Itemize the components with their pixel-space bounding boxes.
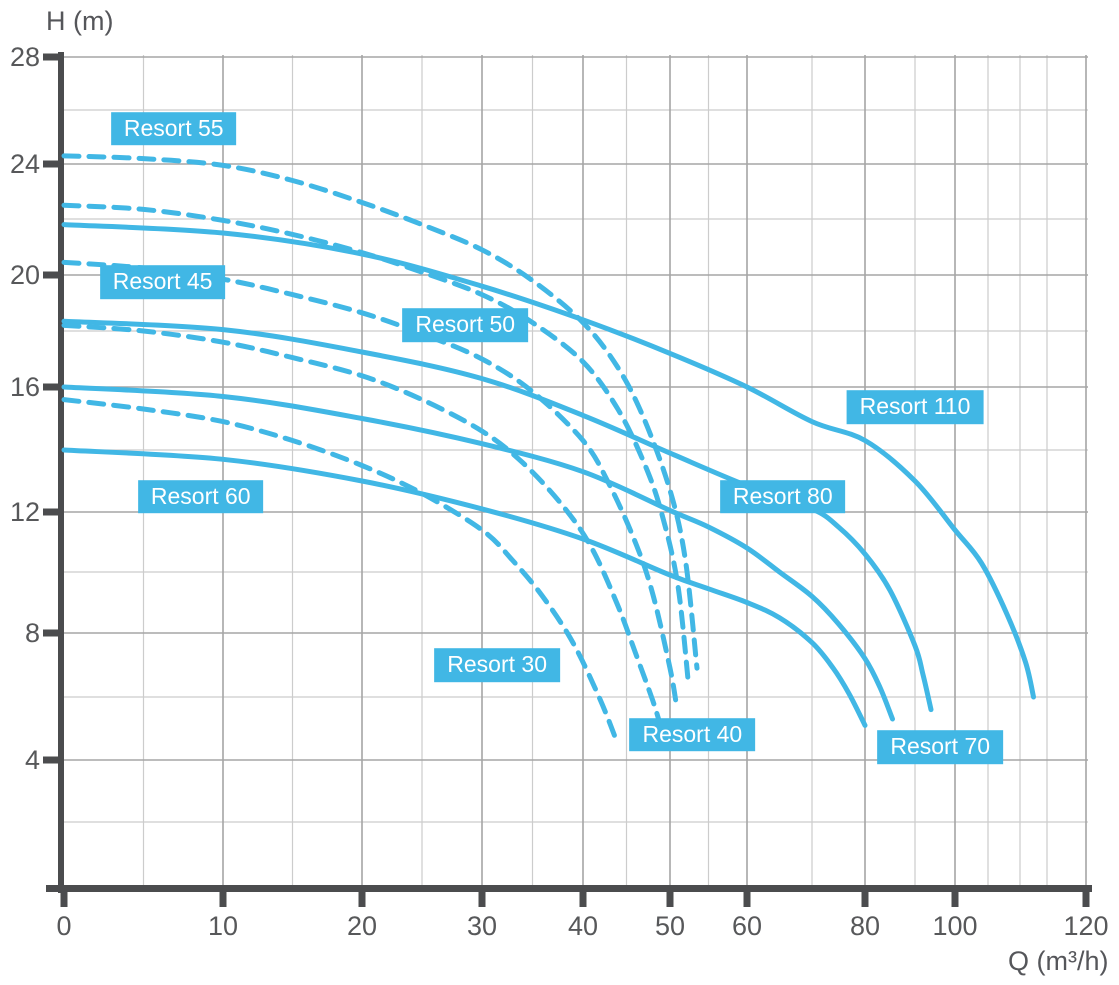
x-tick-label: 50 (655, 911, 685, 941)
y-tick-label: 8 (25, 618, 40, 648)
y-axis-line (58, 52, 64, 893)
x-tick-label: 80 (850, 911, 880, 941)
y-tick-label: 20 (10, 260, 40, 290)
x-tick-mark (743, 886, 751, 907)
x-tick-mark (219, 886, 227, 907)
series-label-resort-110: Resort 110 (846, 390, 984, 425)
series-label-resort-45: Resort 45 (99, 265, 226, 299)
x-axis-line (46, 885, 1092, 892)
curve-resort-60 (61, 447, 868, 728)
x-tick-mark (579, 886, 587, 907)
x-tick-mark (60, 886, 68, 907)
y-tick-mark (43, 629, 64, 637)
x-tick-mark (666, 886, 674, 907)
x-tick-mark (861, 886, 869, 907)
y-tick-label: 28 (10, 42, 40, 72)
y-tick-mark (43, 271, 64, 279)
curve-resort-80 (61, 318, 934, 713)
y-tick-mark (43, 160, 64, 168)
series-label-resort-40: Resort 40 (629, 718, 756, 752)
x-tick-mark (951, 886, 959, 907)
series-label-resort-80: Resort 80 (719, 479, 846, 514)
curve-resort-30 (61, 397, 621, 747)
y-tick-label: 4 (25, 745, 40, 775)
x-tick-mark (1082, 886, 1090, 907)
x-tick-label: 20 (347, 911, 377, 941)
x-tick-mark (478, 886, 486, 907)
curve-resort-40 (61, 322, 663, 728)
x-tick-label: 10 (208, 911, 238, 941)
x-tick-label: 30 (467, 911, 497, 941)
y-tick-label: 16 (10, 372, 40, 402)
series-label-resort-50: Resort 50 (402, 308, 529, 343)
series-label-resort-30: Resort 30 (434, 648, 560, 682)
y-tick-label: 12 (10, 497, 40, 527)
curve-resort-55 (61, 153, 700, 671)
x-tick-label: 120 (1063, 911, 1108, 941)
y-axis-title: H (m) (46, 6, 114, 36)
series-label-resort-55: Resort 55 (110, 112, 237, 146)
x-tick-label: 0 (56, 911, 71, 941)
y-tick-mark (43, 508, 64, 516)
curve-resort-70 (61, 384, 895, 722)
x-tick-label: 100 (932, 911, 977, 941)
y-tick-label: 24 (10, 149, 40, 179)
x-axis-title: Q (m³/h) (1008, 946, 1109, 976)
series-label-resort-60: Resort 60 (137, 479, 264, 514)
series-label-resort-70: Resort 70 (877, 730, 1004, 765)
y-tick-mark (43, 383, 64, 391)
curve-resort-110 (61, 222, 1036, 700)
y-tick-mark (43, 53, 64, 61)
y-tick-mark (43, 756, 64, 764)
curve-resort-50 (61, 202, 691, 687)
x-tick-label: 60 (732, 911, 762, 941)
x-tick-label: 40 (568, 911, 598, 941)
x-tick-mark (358, 886, 366, 907)
